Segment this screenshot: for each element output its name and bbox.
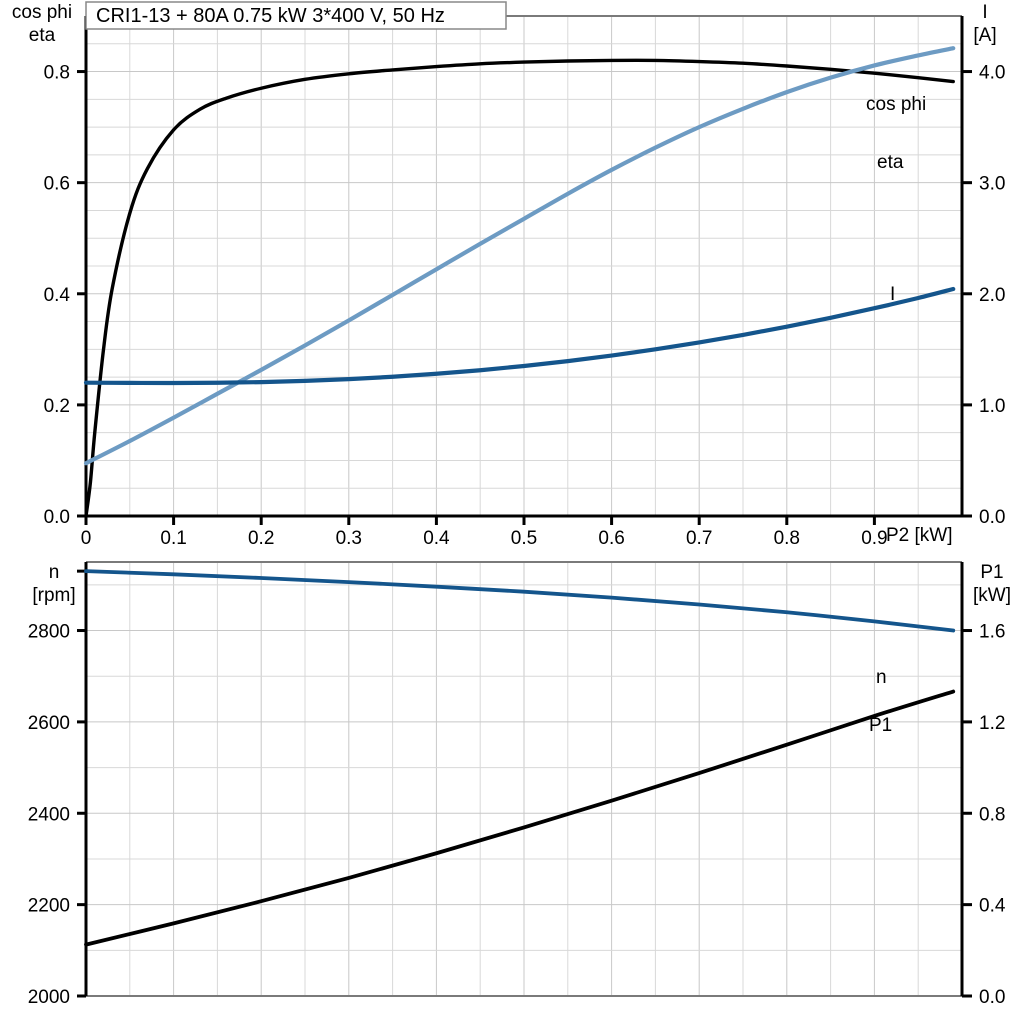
upper-right-axis-title-line1: I bbox=[982, 2, 987, 23]
upper-gridlines bbox=[85, 15, 963, 517]
lower-y-right-tick-label: 1.2 bbox=[979, 713, 1005, 734]
upper-y-right-tick-label: 0.0 bbox=[979, 507, 1005, 528]
lower-tick-labels: 2000 2200 2400 2600 2800 0.0 0.4 0.8 1.2 1.6 bbox=[28, 622, 1006, 1008]
curve-cos-phi bbox=[83, 46, 956, 466]
upper-left-axis-title-line2: eta bbox=[29, 25, 56, 46]
upper-y-left-tick-label: 0.0 bbox=[44, 507, 70, 528]
curve-eta bbox=[84, 58, 955, 518]
curve-n bbox=[84, 569, 956, 633]
lower-y-left-tick-label: 2000 bbox=[28, 987, 70, 1008]
upper-x-tick-label: 0.7 bbox=[686, 528, 712, 549]
upper-x-tick-label: 0.1 bbox=[160, 528, 186, 549]
chart-title: CRI1-13 + 80A 0.75 kW 3*400 V, 50 Hz bbox=[96, 5, 445, 27]
lower-y-left-tick-label: 2400 bbox=[28, 804, 70, 825]
upper-y-left-tick-label: 0.8 bbox=[44, 63, 70, 84]
lower-chart-group: 2000 2200 2400 2600 2800 0.0 0.4 0.8 1.2 1.6 bbox=[28, 561, 1006, 1008]
upper-x-tick-label: 0.4 bbox=[423, 528, 450, 549]
upper-tick-labels: 0.0 0.2 0.4 0.6 0.8 0.0 1.0 2.0 3.0 4.0 0 0.1 0.2 0.3… bbox=[44, 63, 1006, 549]
upper-y-left-tick-label: 0.4 bbox=[44, 285, 71, 306]
lower-y-left-tick-label: 2200 bbox=[28, 896, 70, 917]
upper-x-tick-label: 0.2 bbox=[248, 528, 274, 549]
lower-y-right-tick-label: 0.8 bbox=[979, 804, 1005, 825]
upper-y-right-tick-label: 3.0 bbox=[979, 174, 1005, 195]
upper-right-axis-title-line2: [A] bbox=[973, 25, 996, 46]
curve-P1 bbox=[84, 689, 956, 947]
curve-I bbox=[83, 286, 956, 386]
lower-tick-marks bbox=[77, 562, 972, 998]
lower-left-axis-title-line1: n bbox=[49, 562, 60, 583]
lower-right-axis-title-line2: [kW] bbox=[973, 585, 1011, 606]
lower-gridlines bbox=[85, 562, 963, 997]
lower-y-left-tick-label: 2800 bbox=[28, 622, 70, 643]
upper-x-tick-label: 0 bbox=[81, 528, 92, 549]
upper-chart-group: 0.0 0.2 0.4 0.6 0.8 0.0 1.0 2.0 3.0 4.0 0 0.1 0.2 0.3… bbox=[44, 15, 1006, 549]
upper-x-tick-label: 0.8 bbox=[774, 528, 800, 549]
upper-x-axis-title: P2 [kW] bbox=[886, 525, 953, 546]
curve-label-current: I bbox=[890, 284, 895, 305]
upper-y-right-tick-label: 4.0 bbox=[979, 63, 1005, 84]
lower-curves bbox=[84, 569, 956, 947]
upper-x-tick-label: 0.3 bbox=[336, 528, 362, 549]
upper-x-tick-label: 0.5 bbox=[511, 528, 537, 549]
upper-tick-marks bbox=[77, 16, 972, 525]
curve-label-cos-phi: cos phi bbox=[866, 94, 926, 115]
upper-y-right-tick-label: 1.0 bbox=[979, 396, 1005, 417]
lower-right-axis-title-line1: P1 bbox=[980, 562, 1003, 583]
lower-y-left-tick-label: 2600 bbox=[28, 713, 70, 734]
curve-label-eta: eta bbox=[877, 152, 904, 173]
curve-label-power: P1 bbox=[869, 715, 892, 736]
lower-plot-frame bbox=[86, 561, 962, 997]
upper-y-left-tick-label: 0.2 bbox=[44, 396, 70, 417]
lower-y-right-tick-label: 0.0 bbox=[979, 987, 1005, 1008]
upper-curves bbox=[83, 46, 956, 518]
upper-y-left-tick-label: 0.6 bbox=[44, 174, 70, 195]
lower-y-right-tick-label: 1.6 bbox=[979, 622, 1005, 643]
upper-left-axis-title-line1: cos phi bbox=[12, 2, 72, 23]
lower-left-axis-title-line2: [rpm] bbox=[32, 585, 75, 606]
upper-x-tick-label: 0.9 bbox=[861, 528, 887, 549]
curve-label-speed: n bbox=[876, 667, 887, 688]
upper-y-right-tick-label: 2.0 bbox=[979, 285, 1005, 306]
upper-x-tick-label: 0.6 bbox=[598, 528, 624, 549]
lower-y-right-tick-label: 0.4 bbox=[979, 896, 1006, 917]
title-box bbox=[85, 1, 507, 30]
